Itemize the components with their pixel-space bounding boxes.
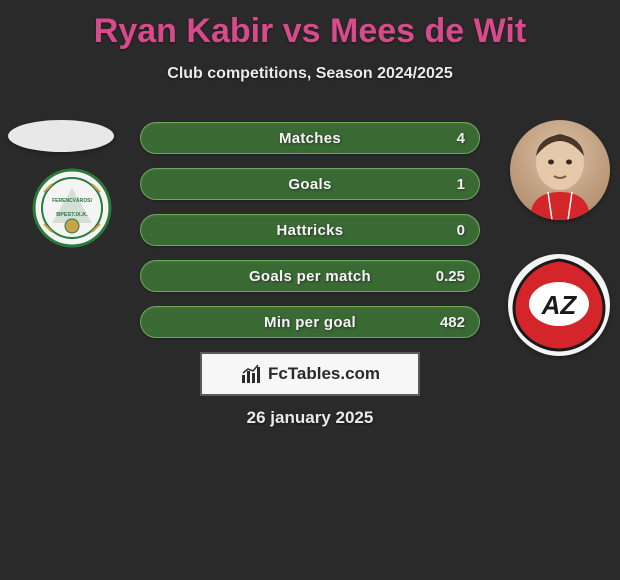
comparison-title: Ryan Kabir vs Mees de Wit <box>0 0 620 51</box>
stat-value: 0.25 <box>436 268 465 285</box>
crest-left-text-top: FERENCVÁROSI <box>52 197 92 204</box>
club-crest-left: FERENCVÁROSI BPEST.IX.K. <box>22 168 122 248</box>
stat-row-goals-per-match: Goals per match 0.25 <box>140 260 480 292</box>
brand-box: FcTables.com <box>200 352 420 396</box>
crest-right-text: AZ <box>541 290 578 320</box>
stat-row-matches: Matches 4 <box>140 122 480 154</box>
stat-label: Matches <box>279 130 341 147</box>
club-crest-right: AZ <box>508 254 610 356</box>
stat-row-hattricks: Hattricks 0 <box>140 214 480 246</box>
stats-bars: Matches 4 Goals 1 Hattricks 0 Goals per … <box>140 122 480 352</box>
stat-label: Min per goal <box>264 314 356 331</box>
stat-label: Hattricks <box>277 222 344 239</box>
stat-row-min-per-goal: Min per goal 482 <box>140 306 480 338</box>
player-right-avatar <box>510 120 610 220</box>
stat-value: 1 <box>457 176 465 193</box>
brand-chart-icon <box>240 363 262 385</box>
stat-row-goals: Goals 1 <box>140 168 480 200</box>
stat-value: 482 <box>440 314 465 331</box>
stat-value: 0 <box>457 222 465 239</box>
infographic-date: 26 january 2025 <box>0 408 620 428</box>
brand-text: FcTables.com <box>268 364 380 384</box>
stat-label: Goals <box>288 176 331 193</box>
player-left-avatar <box>8 120 114 152</box>
face-placeholder-icon <box>510 120 610 220</box>
stat-label: Goals per match <box>249 268 371 285</box>
comparison-subtitle: Club competitions, Season 2024/2025 <box>0 65 620 83</box>
crest-left-text-mid: BPEST.IX.K. <box>56 212 88 218</box>
stat-value: 4 <box>457 130 465 147</box>
